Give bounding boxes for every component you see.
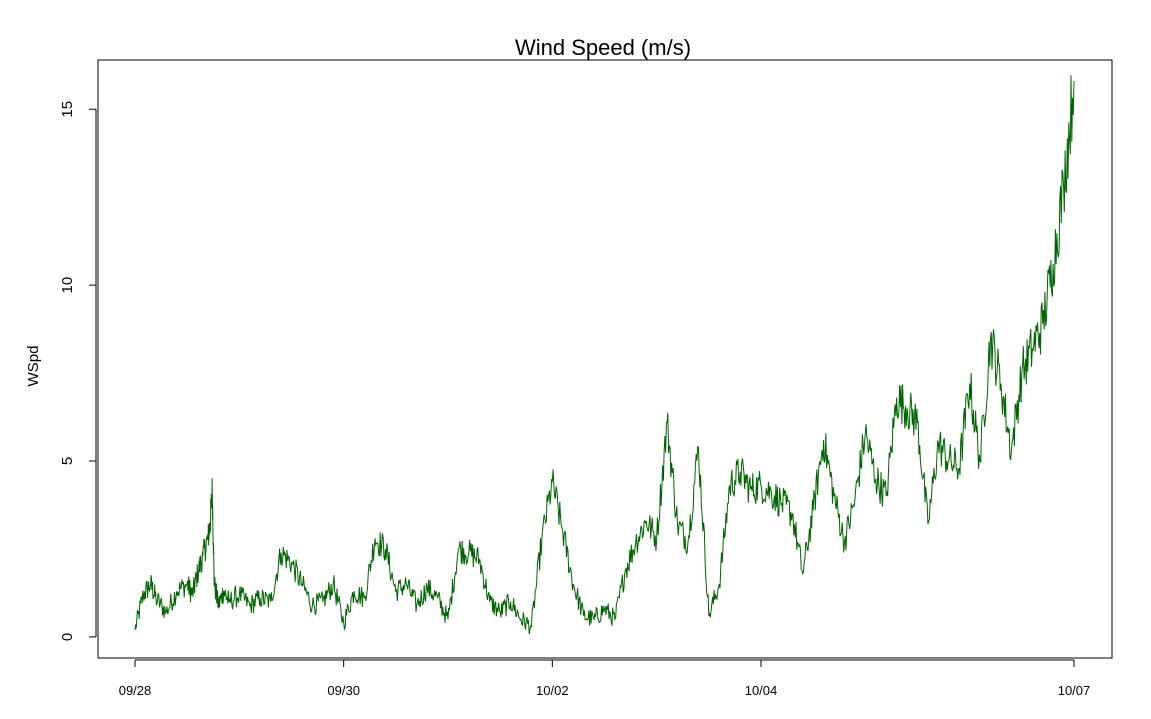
y-axis: 0 5 10 15 (59, 101, 97, 641)
wind-speed-line (134, 75, 1075, 635)
x-axis: 09/28 09/30 10/02 10/04 10/07 (119, 659, 1091, 698)
x-tick-label: 10/07 (1058, 683, 1091, 698)
x-tick-label: 09/28 (119, 683, 152, 698)
x-tick-label: 10/04 (745, 683, 778, 698)
plot-frame (97, 59, 1113, 659)
y-tick-label: 10 (59, 277, 76, 294)
y-axis-label: WSpd (25, 346, 42, 387)
x-tick-label: 10/02 (536, 683, 569, 698)
y-tick-label: 15 (59, 101, 76, 118)
x-tick-label: 09/30 (327, 683, 360, 698)
series-group (134, 75, 1075, 635)
y-tick-label: 0 (59, 633, 76, 641)
chart-title: Wind Speed (m/s) (515, 35, 691, 60)
y-tick-label: 5 (59, 457, 76, 465)
